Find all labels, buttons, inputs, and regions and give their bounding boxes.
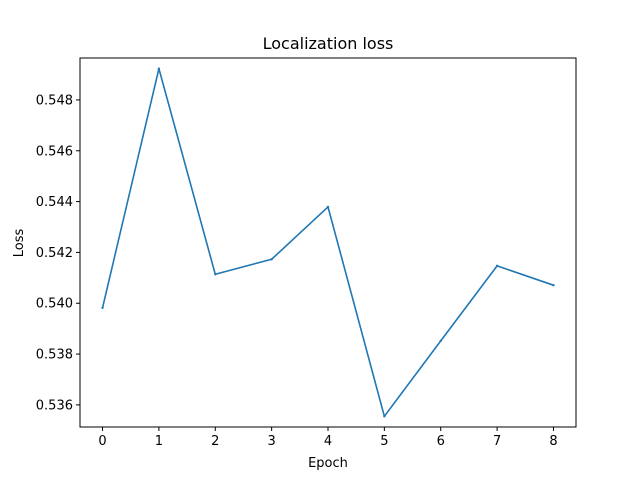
series-layer (101, 67, 555, 418)
y-tick-label: 0.546 (36, 144, 73, 159)
x-tick-label: 5 (380, 434, 388, 449)
x-tick-label: 7 (493, 434, 501, 449)
plot-frame (79, 57, 577, 428)
x-tick-label: 0 (98, 434, 106, 449)
y-tick-label: 0.536 (36, 398, 73, 413)
x-tick-label: 4 (324, 434, 332, 449)
data-point (157, 67, 161, 70)
data-point (326, 205, 330, 209)
y-axis: 0.536 0.538 0.540 0.542 0.544 0.546 0.548 (36, 93, 80, 413)
data-point (495, 264, 499, 268)
y-tick-label: 0.544 (36, 195, 73, 210)
x-axis: 0 1 2 3 4 5 6 7 8 (98, 427, 558, 449)
x-tick-label: 2 (211, 434, 219, 449)
data-point (101, 306, 104, 310)
data-point (552, 283, 555, 287)
y-axis-label: Loss (12, 229, 27, 258)
y-tick-label: 0.540 (36, 297, 73, 312)
x-axis-label: Epoch (308, 456, 348, 471)
data-point (383, 415, 386, 418)
y-tick-label: 0.538 (36, 348, 73, 363)
x-tick-label: 8 (549, 434, 557, 449)
y-tick-label: 0.542 (36, 246, 73, 261)
y-tick-label: 0.548 (36, 93, 73, 108)
data-point (270, 258, 273, 261)
x-tick-label: 6 (437, 434, 445, 449)
data-point (214, 273, 217, 276)
data-point (439, 339, 442, 343)
x-tick-label: 3 (267, 434, 275, 449)
x-tick-label: 1 (155, 434, 163, 449)
series-line (101, 67, 555, 418)
chart-title: Localization loss (263, 34, 394, 53)
